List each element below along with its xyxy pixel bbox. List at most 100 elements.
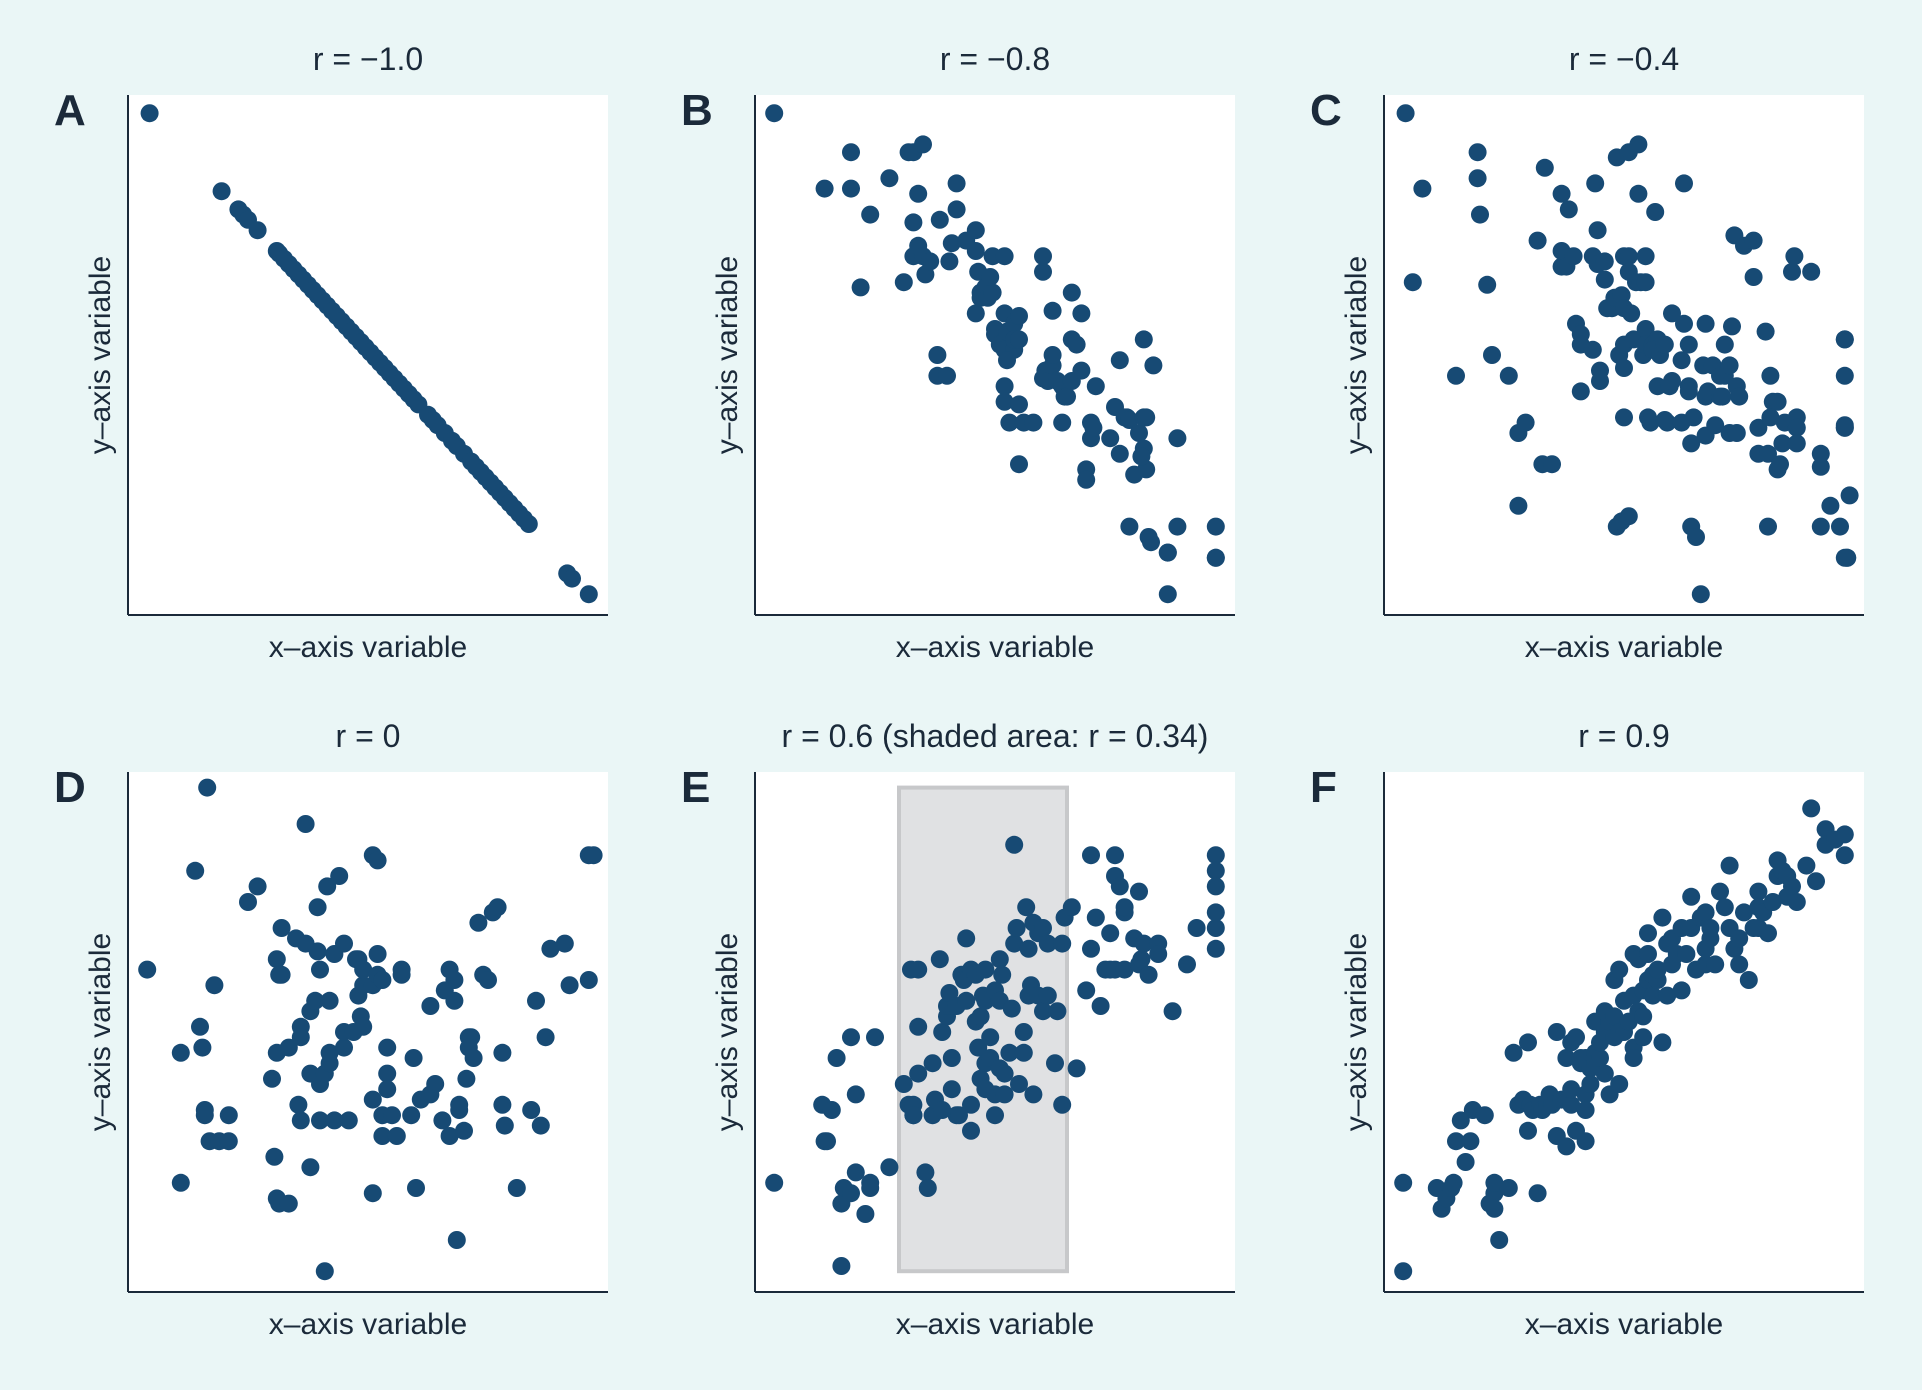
panel-letter: E: [681, 763, 710, 812]
data-point: [1007, 919, 1026, 937]
data-point: [1838, 548, 1857, 567]
data-point: [1576, 1132, 1595, 1151]
data-point: [219, 1132, 238, 1151]
data-point: [1158, 585, 1177, 604]
data-point: [1456, 1153, 1475, 1171]
data-point: [1471, 205, 1489, 224]
data-point: [579, 585, 598, 604]
data-point: [1499, 1179, 1518, 1197]
data-point: [1485, 1173, 1504, 1192]
x-axis-label: x–axis variable: [269, 631, 467, 664]
data-point: [1643, 986, 1662, 1005]
data-point: [363, 1090, 382, 1109]
data-point: [1759, 444, 1777, 463]
data-point: [1483, 346, 1501, 364]
data-point: [1663, 372, 1681, 390]
data-point: [495, 1116, 514, 1135]
panel-f: r = 0.9 Fx–axis variable y–axis variable: [1310, 718, 1864, 1341]
y-axis-label: y–axis variable: [1340, 933, 1373, 1131]
data-point: [205, 976, 224, 995]
data-point: [990, 950, 1009, 969]
data-point: [306, 991, 325, 1010]
data-point: [1783, 877, 1801, 896]
data-point: [579, 971, 598, 989]
data-point: [1077, 981, 1096, 1000]
data-point: [1562, 1095, 1581, 1114]
data-point: [1132, 950, 1151, 969]
data-point: [1811, 457, 1830, 476]
data-point: [279, 1038, 298, 1057]
data-point: [1043, 346, 1062, 364]
data-point: [186, 861, 205, 880]
data-point: [368, 851, 387, 870]
data-point: [1451, 1111, 1470, 1130]
data-point: [842, 143, 860, 162]
data-point: [354, 1017, 373, 1036]
data-point: [426, 1075, 445, 1093]
data-point: [1485, 1199, 1504, 1218]
data-point: [1723, 317, 1741, 336]
data-point: [1444, 1173, 1463, 1192]
data-point: [1687, 528, 1705, 546]
panel-a: r = −1.0 Ax–axis variable y–axis variable: [54, 41, 608, 664]
data-point: [1187, 919, 1206, 937]
data-point: [851, 278, 870, 297]
panel-title: r = −0.8: [940, 41, 1050, 77]
data-point: [880, 169, 899, 188]
data-point: [930, 210, 949, 229]
data-point: [1581, 1075, 1600, 1093]
data-point: [493, 1095, 512, 1114]
data-point: [248, 877, 267, 896]
data-point: [1137, 408, 1156, 427]
data-point: [1509, 496, 1528, 515]
data-point: [914, 135, 932, 154]
data-point: [1696, 314, 1715, 333]
data-point: [455, 1121, 473, 1140]
data-point: [1000, 413, 1019, 432]
data-point: [469, 913, 488, 932]
data-point: [1653, 1033, 1672, 1052]
data-point: [195, 1106, 214, 1125]
data-point: [957, 991, 976, 1010]
data-point: [1715, 335, 1734, 354]
data-point: [1605, 1007, 1624, 1026]
data-point: [1679, 335, 1698, 354]
data-point: [995, 1064, 1014, 1083]
data-point: [969, 1038, 988, 1057]
data-point: [378, 1064, 397, 1083]
y-axis-label: y–axis variable: [1340, 256, 1373, 454]
data-point: [957, 929, 976, 948]
data-point: [966, 242, 985, 260]
data-point: [440, 1127, 459, 1145]
data-point: [1636, 273, 1655, 292]
data-point: [1591, 361, 1609, 380]
data-point: [536, 1028, 555, 1047]
data-point: [1091, 997, 1110, 1015]
data-point: [1014, 1023, 1033, 1041]
data-point: [1653, 908, 1672, 927]
data-point: [1615, 359, 1633, 377]
data-point: [1783, 262, 1801, 281]
data-point: [866, 1028, 884, 1047]
data-point: [1675, 314, 1693, 333]
data-point: [1017, 898, 1036, 917]
data-point: [998, 351, 1016, 370]
data-point: [894, 1075, 913, 1093]
data-point: [1005, 934, 1024, 953]
data-point: [1062, 898, 1081, 917]
data-point: [1115, 898, 1134, 917]
data-point: [1595, 1064, 1614, 1083]
data-point: [450, 1095, 469, 1114]
data-point: [1787, 418, 1806, 437]
panel-title: r = 0.9: [1578, 718, 1670, 754]
data-point: [1034, 262, 1052, 281]
data-point: [301, 1158, 320, 1177]
data-point: [1639, 945, 1657, 963]
data-point: [1101, 924, 1120, 943]
data-point: [1010, 395, 1028, 414]
data-point: [1144, 356, 1163, 375]
data-point: [1048, 1002, 1067, 1021]
data-point: [1010, 1075, 1028, 1093]
data-point: [995, 1085, 1014, 1104]
data-point: [1646, 203, 1665, 221]
